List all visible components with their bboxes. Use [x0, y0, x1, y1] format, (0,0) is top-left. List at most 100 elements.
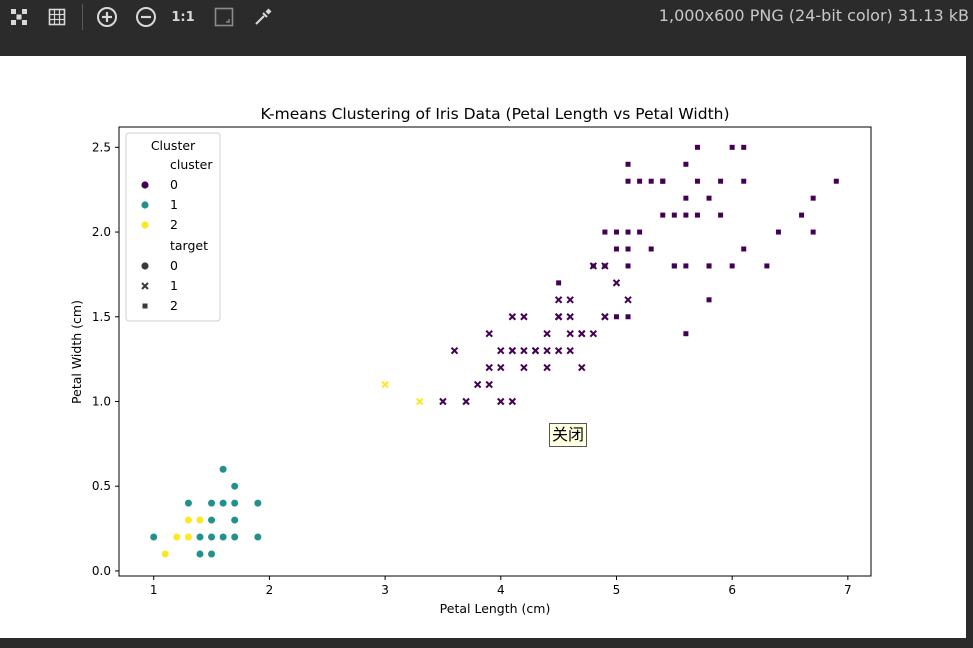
data-point	[566, 313, 574, 321]
data-point	[589, 330, 598, 338]
data-point	[566, 296, 574, 304]
legend-cluster-0-marker	[141, 181, 149, 189]
data-point	[694, 178, 700, 184]
data-point	[729, 144, 735, 150]
data-point	[637, 178, 643, 184]
y-tick-label: 0.5	[92, 479, 111, 493]
data-point	[613, 314, 619, 320]
data-point	[741, 178, 747, 184]
data-point	[637, 229, 643, 235]
x-tick-label: 3	[381, 583, 389, 597]
data-point	[531, 346, 540, 355]
data-point	[764, 263, 770, 269]
data-point	[613, 246, 619, 252]
bottom-edge	[0, 638, 973, 648]
y-tick-label: 1.5	[92, 310, 111, 324]
top-gap	[0, 34, 973, 56]
x-tick-label: 1	[150, 583, 158, 597]
data-point	[416, 397, 424, 406]
data-point	[473, 380, 482, 389]
data-point	[149, 532, 158, 542]
grid-icon[interactable]	[44, 4, 70, 30]
data-point	[207, 499, 216, 508]
data-point	[207, 549, 216, 559]
data-point	[590, 263, 596, 269]
data-point	[660, 178, 666, 184]
data-point	[694, 212, 700, 218]
data-point	[172, 532, 181, 542]
data-point	[601, 313, 609, 321]
data-point	[230, 532, 239, 542]
data-point	[450, 346, 459, 355]
legend-title: Cluster	[151, 138, 196, 153]
image-canvas: 1 2 3 4 5 6 7 0.0 0.5 1.0 1.5 2.0 2.5 K-means Cluste…	[0, 56, 966, 638]
data-point	[612, 279, 621, 287]
data-point	[810, 195, 816, 201]
legend-target-header: target	[170, 238, 208, 253]
data-point	[508, 313, 517, 321]
legend-target-0-label: 0	[170, 258, 178, 273]
data-point	[648, 246, 654, 252]
y-tick-label: 1.0	[92, 394, 111, 408]
legend-cluster-2-marker	[141, 221, 149, 229]
data-point	[554, 296, 563, 304]
x-tick-label: 2	[266, 583, 274, 597]
eyedropper-icon[interactable]	[250, 4, 276, 30]
data-point	[485, 363, 493, 372]
data-point	[219, 532, 228, 542]
data-point	[741, 246, 747, 252]
data-point	[161, 549, 170, 559]
data-point	[648, 178, 654, 184]
data-point	[625, 246, 631, 252]
y-tick-label: 2.5	[92, 140, 111, 154]
data-point	[566, 330, 574, 338]
zoom-out-icon[interactable]	[133, 4, 159, 30]
data-point	[602, 263, 608, 269]
legend-cluster-2-label: 2	[170, 217, 178, 232]
y-tick-label: 0.0	[92, 564, 111, 578]
checker-icon[interactable]	[6, 4, 32, 30]
data-point	[497, 346, 505, 355]
plot-area	[118, 126, 872, 577]
data-point	[230, 515, 239, 525]
fit-icon[interactable]	[211, 4, 237, 30]
legend-cluster-1-label: 1	[170, 197, 178, 212]
scatter-chart: 1 2 3 4 5 6 7 0.0 0.5 1.0 1.5 2.0 2.5 K-means Cluste…	[69, 105, 872, 616]
data-point	[543, 346, 551, 355]
legend-target-1-marker	[141, 282, 149, 290]
data-point	[625, 314, 631, 320]
zoom-in-icon[interactable]	[94, 4, 120, 30]
data-point	[625, 263, 631, 269]
data-point	[741, 144, 747, 150]
data-point	[683, 195, 689, 201]
data-point	[184, 515, 193, 525]
data-point	[195, 549, 205, 559]
data-point	[660, 212, 666, 218]
data-point	[439, 397, 447, 406]
close-tooltip[interactable]: 关闭	[549, 423, 588, 447]
data-point	[810, 229, 816, 235]
legend-target-2-marker	[142, 303, 148, 309]
x-axis-label: Petal Length (cm)	[440, 601, 551, 616]
data-point	[718, 212, 724, 218]
data-point	[497, 397, 505, 406]
toolbar-separator	[82, 4, 83, 30]
actual-size-icon[interactable]: 1:1	[171, 9, 195, 25]
data-point	[706, 297, 712, 303]
data-point	[219, 465, 228, 474]
data-point	[195, 532, 205, 542]
data-point	[602, 229, 608, 235]
data-point	[184, 499, 193, 508]
data-point	[683, 263, 689, 269]
data-point	[485, 380, 493, 389]
data-point	[613, 229, 619, 235]
data-point	[625, 178, 631, 184]
data-point	[485, 330, 493, 338]
data-point	[207, 515, 216, 525]
data-point	[625, 229, 631, 235]
data-point	[718, 178, 724, 184]
data-point	[683, 212, 689, 218]
data-point	[554, 313, 563, 321]
data-point	[195, 515, 205, 525]
data-point	[683, 161, 689, 167]
